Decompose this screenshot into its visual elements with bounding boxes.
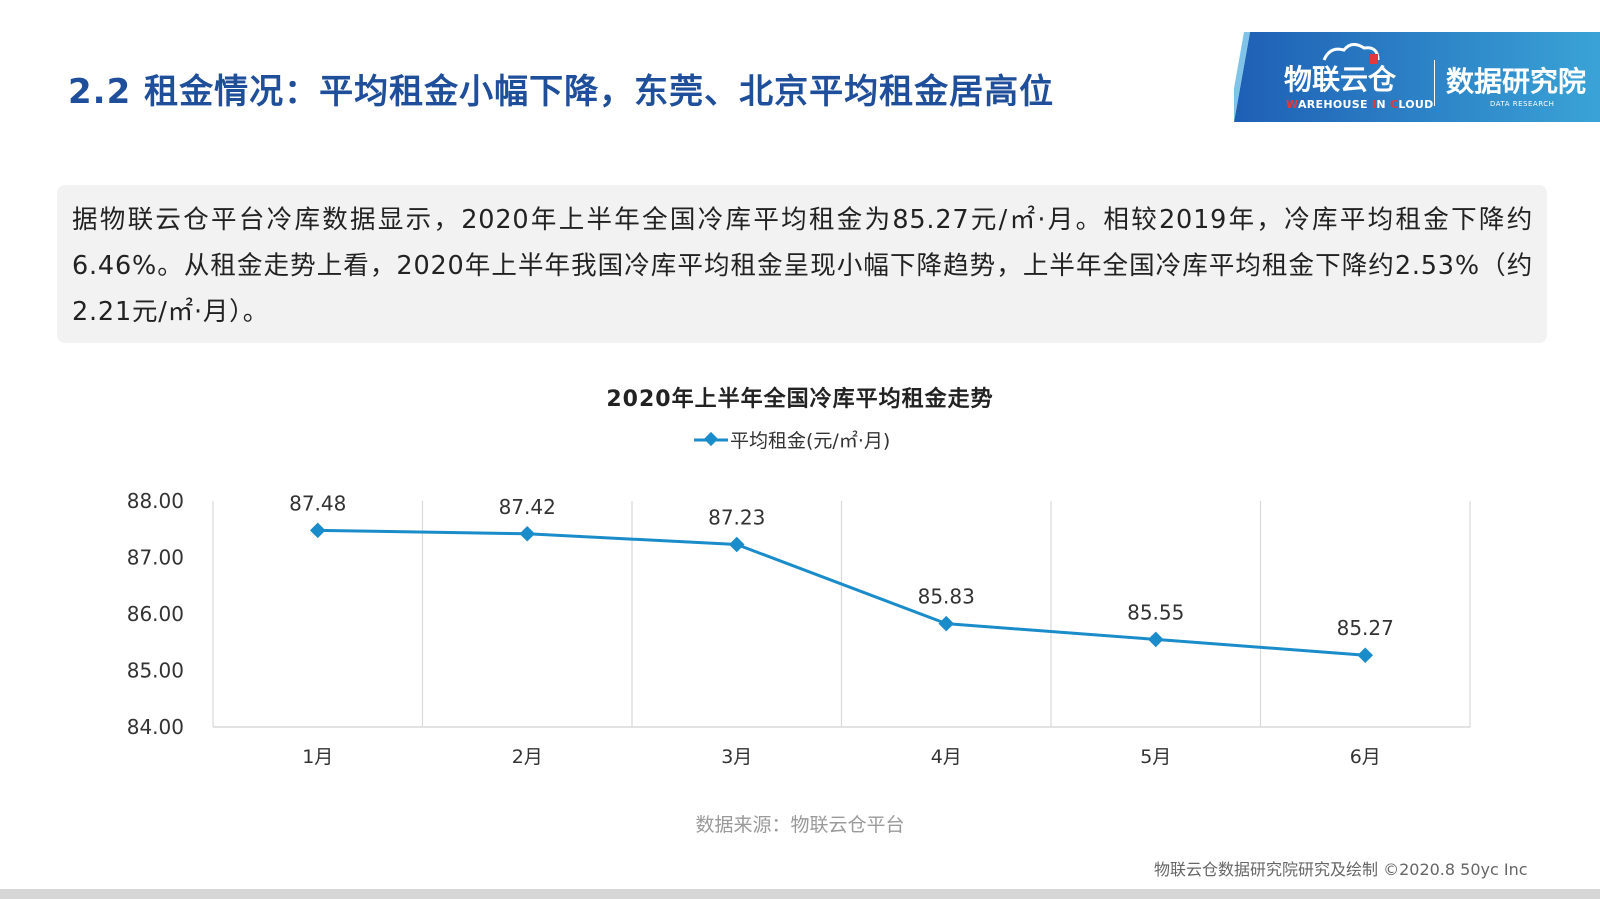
- y-tick-label: 87.00: [127, 546, 184, 570]
- company-logo: 物联云仓 WAREHOUSE IN CLOUD 数据研究院 DATA RESEA…: [1234, 32, 1600, 122]
- x-tick-label: 4月: [931, 746, 962, 768]
- data-label: 85.27: [1337, 616, 1394, 640]
- y-tick-label: 88.00: [127, 489, 184, 513]
- data-point: [519, 525, 536, 542]
- logo-banner: [1234, 32, 1600, 122]
- x-tick-label: 6月: [1350, 746, 1381, 768]
- data-label: 87.42: [499, 495, 556, 519]
- data-point: [1147, 631, 1164, 648]
- data-label: 87.23: [708, 506, 765, 530]
- x-tick-label: 1月: [302, 746, 333, 768]
- footer-credit: 物联云仓数据研究院研究及绘制 ©2020.8 50yc Inc: [1154, 860, 1528, 879]
- page-title: 2.2 租金情况：平均租金小幅下降，东莞、北京平均租金居高位: [68, 72, 1055, 112]
- legend-marker: [703, 431, 719, 447]
- legend-label: 平均租金(元/㎡·月): [730, 429, 890, 452]
- line-chart: 2020年上半年全国冷库平均租金走势平均租金(元/㎡·月) 84.00 85.00 8…: [0, 370, 1600, 790]
- x-tick-label: 3月: [721, 746, 752, 768]
- data-point: [938, 615, 955, 632]
- data-label: 85.83: [918, 585, 975, 609]
- summary-box: 据物联云仓平台冷库数据显示，2020年上半年全国冷库平均租金为85.27元/㎡·…: [57, 185, 1547, 343]
- logo-brand-en: WAREHOUSE IN CLOUD: [1286, 98, 1434, 111]
- y-tick-label: 85.00: [127, 659, 184, 683]
- bottom-bar: [0, 889, 1600, 899]
- series-line: [317, 528, 1366, 657]
- data-label: 87.48: [289, 491, 346, 515]
- data-point: [728, 536, 745, 553]
- y-tick-label: 86.00: [127, 602, 184, 626]
- y-tick-label: 84.00: [127, 715, 184, 739]
- x-tick-label: 2月: [512, 746, 543, 768]
- logo-brand-cn: 物联云仓: [1284, 63, 1397, 96]
- data-source: 数据来源：物联云仓平台: [695, 814, 905, 836]
- data-point: [1357, 647, 1374, 664]
- logo-research-en: DATA RESEARCH: [1490, 100, 1555, 108]
- logo-research-cn: 数据研究院: [1446, 65, 1587, 98]
- summary-text: 据物联云仓平台冷库数据显示，2020年上半年全国冷库平均租金为85.27元/㎡·…: [72, 205, 1533, 327]
- data-label: 85.55: [1127, 600, 1184, 624]
- cloud-icon: [1322, 43, 1380, 61]
- logo-divider: [1434, 60, 1435, 106]
- chart-title: 2020年上半年全国冷库平均租金走势: [606, 386, 993, 412]
- x-tick-label: 5月: [1140, 746, 1171, 768]
- data-point: [309, 522, 326, 539]
